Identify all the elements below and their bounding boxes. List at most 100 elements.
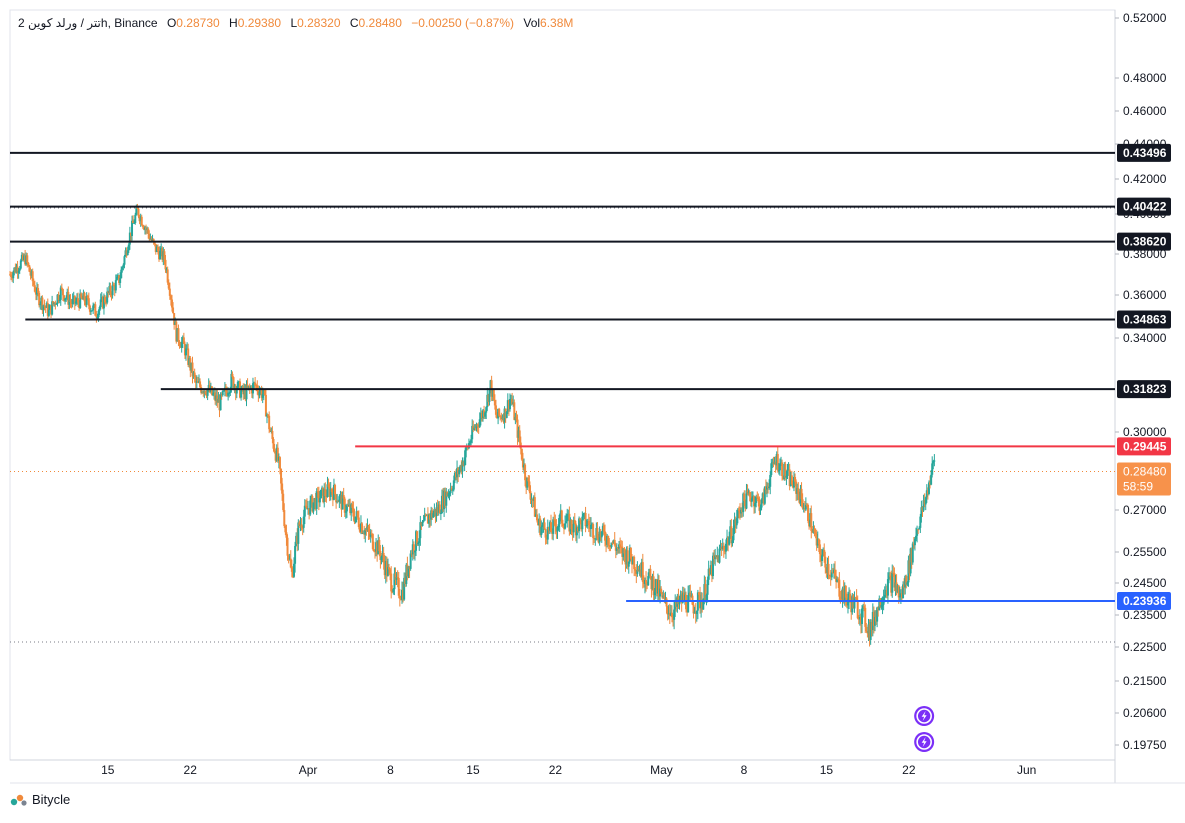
candle-body bbox=[880, 605, 883, 608]
candle-body bbox=[888, 575, 891, 580]
candle-body bbox=[551, 532, 554, 534]
candle-body bbox=[253, 382, 256, 384]
level-price-tag bbox=[1117, 437, 1171, 456]
candle-body bbox=[162, 251, 165, 260]
candle-body bbox=[475, 424, 478, 429]
candle-body bbox=[720, 547, 723, 550]
candle-body bbox=[336, 501, 339, 503]
candle-body bbox=[556, 527, 559, 532]
candle-body bbox=[610, 542, 613, 548]
candle-body bbox=[686, 609, 689, 613]
candle-body bbox=[929, 482, 932, 485]
candle-body bbox=[302, 516, 305, 528]
candle-body bbox=[448, 493, 451, 495]
candle-body bbox=[748, 491, 751, 497]
candle-body bbox=[196, 381, 199, 383]
candle-body bbox=[543, 522, 546, 530]
candle-body bbox=[92, 305, 95, 311]
candle-body bbox=[315, 491, 318, 509]
candle-body bbox=[406, 564, 409, 577]
candle-body bbox=[571, 529, 574, 533]
candle-body bbox=[229, 388, 232, 393]
candle-body bbox=[913, 538, 916, 546]
candle-body bbox=[356, 511, 359, 518]
candle-body bbox=[859, 617, 862, 624]
candle-body bbox=[636, 569, 639, 574]
candle-body bbox=[659, 588, 662, 597]
candle-body bbox=[392, 589, 395, 593]
candle-body bbox=[389, 569, 392, 574]
candle-body bbox=[641, 562, 644, 583]
candle-body bbox=[796, 488, 799, 494]
candle-body bbox=[205, 394, 208, 396]
candle-body bbox=[148, 233, 151, 240]
candle-body bbox=[474, 427, 477, 429]
candle-body bbox=[821, 555, 824, 561]
candle-body bbox=[879, 598, 882, 608]
candle-body bbox=[680, 594, 683, 603]
candle-body bbox=[910, 548, 913, 563]
candle-body bbox=[902, 584, 905, 599]
candle-body bbox=[152, 238, 155, 243]
candle-body bbox=[99, 299, 102, 308]
candle-body bbox=[345, 505, 348, 512]
candle-body bbox=[415, 531, 418, 551]
candle-body bbox=[792, 476, 795, 488]
candle-body bbox=[15, 266, 18, 273]
candle-body bbox=[123, 256, 126, 265]
candle-body bbox=[824, 556, 827, 568]
candle-body bbox=[438, 504, 441, 514]
candle-body bbox=[185, 348, 188, 356]
candle-body bbox=[192, 372, 195, 377]
candle-body bbox=[245, 384, 248, 400]
candle-body bbox=[177, 328, 180, 342]
candle-body bbox=[175, 321, 178, 342]
candle-body bbox=[718, 548, 721, 563]
candle-body bbox=[850, 601, 853, 613]
candle-body bbox=[564, 523, 567, 529]
candle-body bbox=[931, 463, 934, 475]
candle-body bbox=[705, 594, 708, 601]
candle-body bbox=[586, 520, 589, 526]
legend-low-label: L bbox=[290, 16, 298, 30]
candle-body bbox=[291, 571, 294, 577]
candle-body bbox=[667, 613, 670, 615]
candle-body bbox=[517, 430, 520, 438]
candle-body bbox=[832, 569, 835, 573]
candle-body bbox=[651, 576, 654, 590]
candle-body bbox=[772, 462, 775, 465]
candle-body bbox=[119, 278, 122, 283]
candle-body bbox=[320, 489, 323, 499]
candle-body bbox=[803, 508, 806, 510]
candle-body bbox=[295, 535, 298, 546]
candle-body bbox=[91, 310, 94, 312]
candle-body bbox=[807, 504, 810, 521]
countdown-label: 58:59 bbox=[1123, 480, 1153, 494]
candle-body bbox=[228, 392, 231, 394]
candle-body bbox=[309, 500, 312, 515]
candle-body bbox=[132, 220, 135, 224]
brand[interactable]: Bitycle bbox=[10, 792, 70, 807]
candle-body bbox=[158, 251, 161, 260]
candle-body bbox=[405, 564, 408, 584]
y-tick-label: 0.19750 bbox=[1123, 738, 1167, 752]
candle-body bbox=[675, 600, 678, 607]
legend-change: −0.00250 (−0.87%) bbox=[411, 16, 515, 30]
candle-body bbox=[758, 498, 761, 511]
candle-body bbox=[711, 555, 714, 577]
candle-body bbox=[633, 556, 636, 570]
candle-body bbox=[815, 533, 818, 546]
y-tick-label: 0.22500 bbox=[1123, 640, 1167, 654]
candle-body bbox=[531, 498, 534, 501]
candle-body bbox=[307, 508, 310, 510]
candle-body bbox=[258, 391, 261, 396]
candle-body bbox=[605, 540, 608, 545]
candle-body bbox=[855, 597, 858, 601]
plot-area[interactable] bbox=[9, 9, 1116, 761]
candle-body bbox=[261, 394, 264, 398]
candle-body bbox=[439, 513, 442, 515]
candle-body bbox=[445, 491, 448, 506]
candle-body bbox=[113, 285, 116, 291]
